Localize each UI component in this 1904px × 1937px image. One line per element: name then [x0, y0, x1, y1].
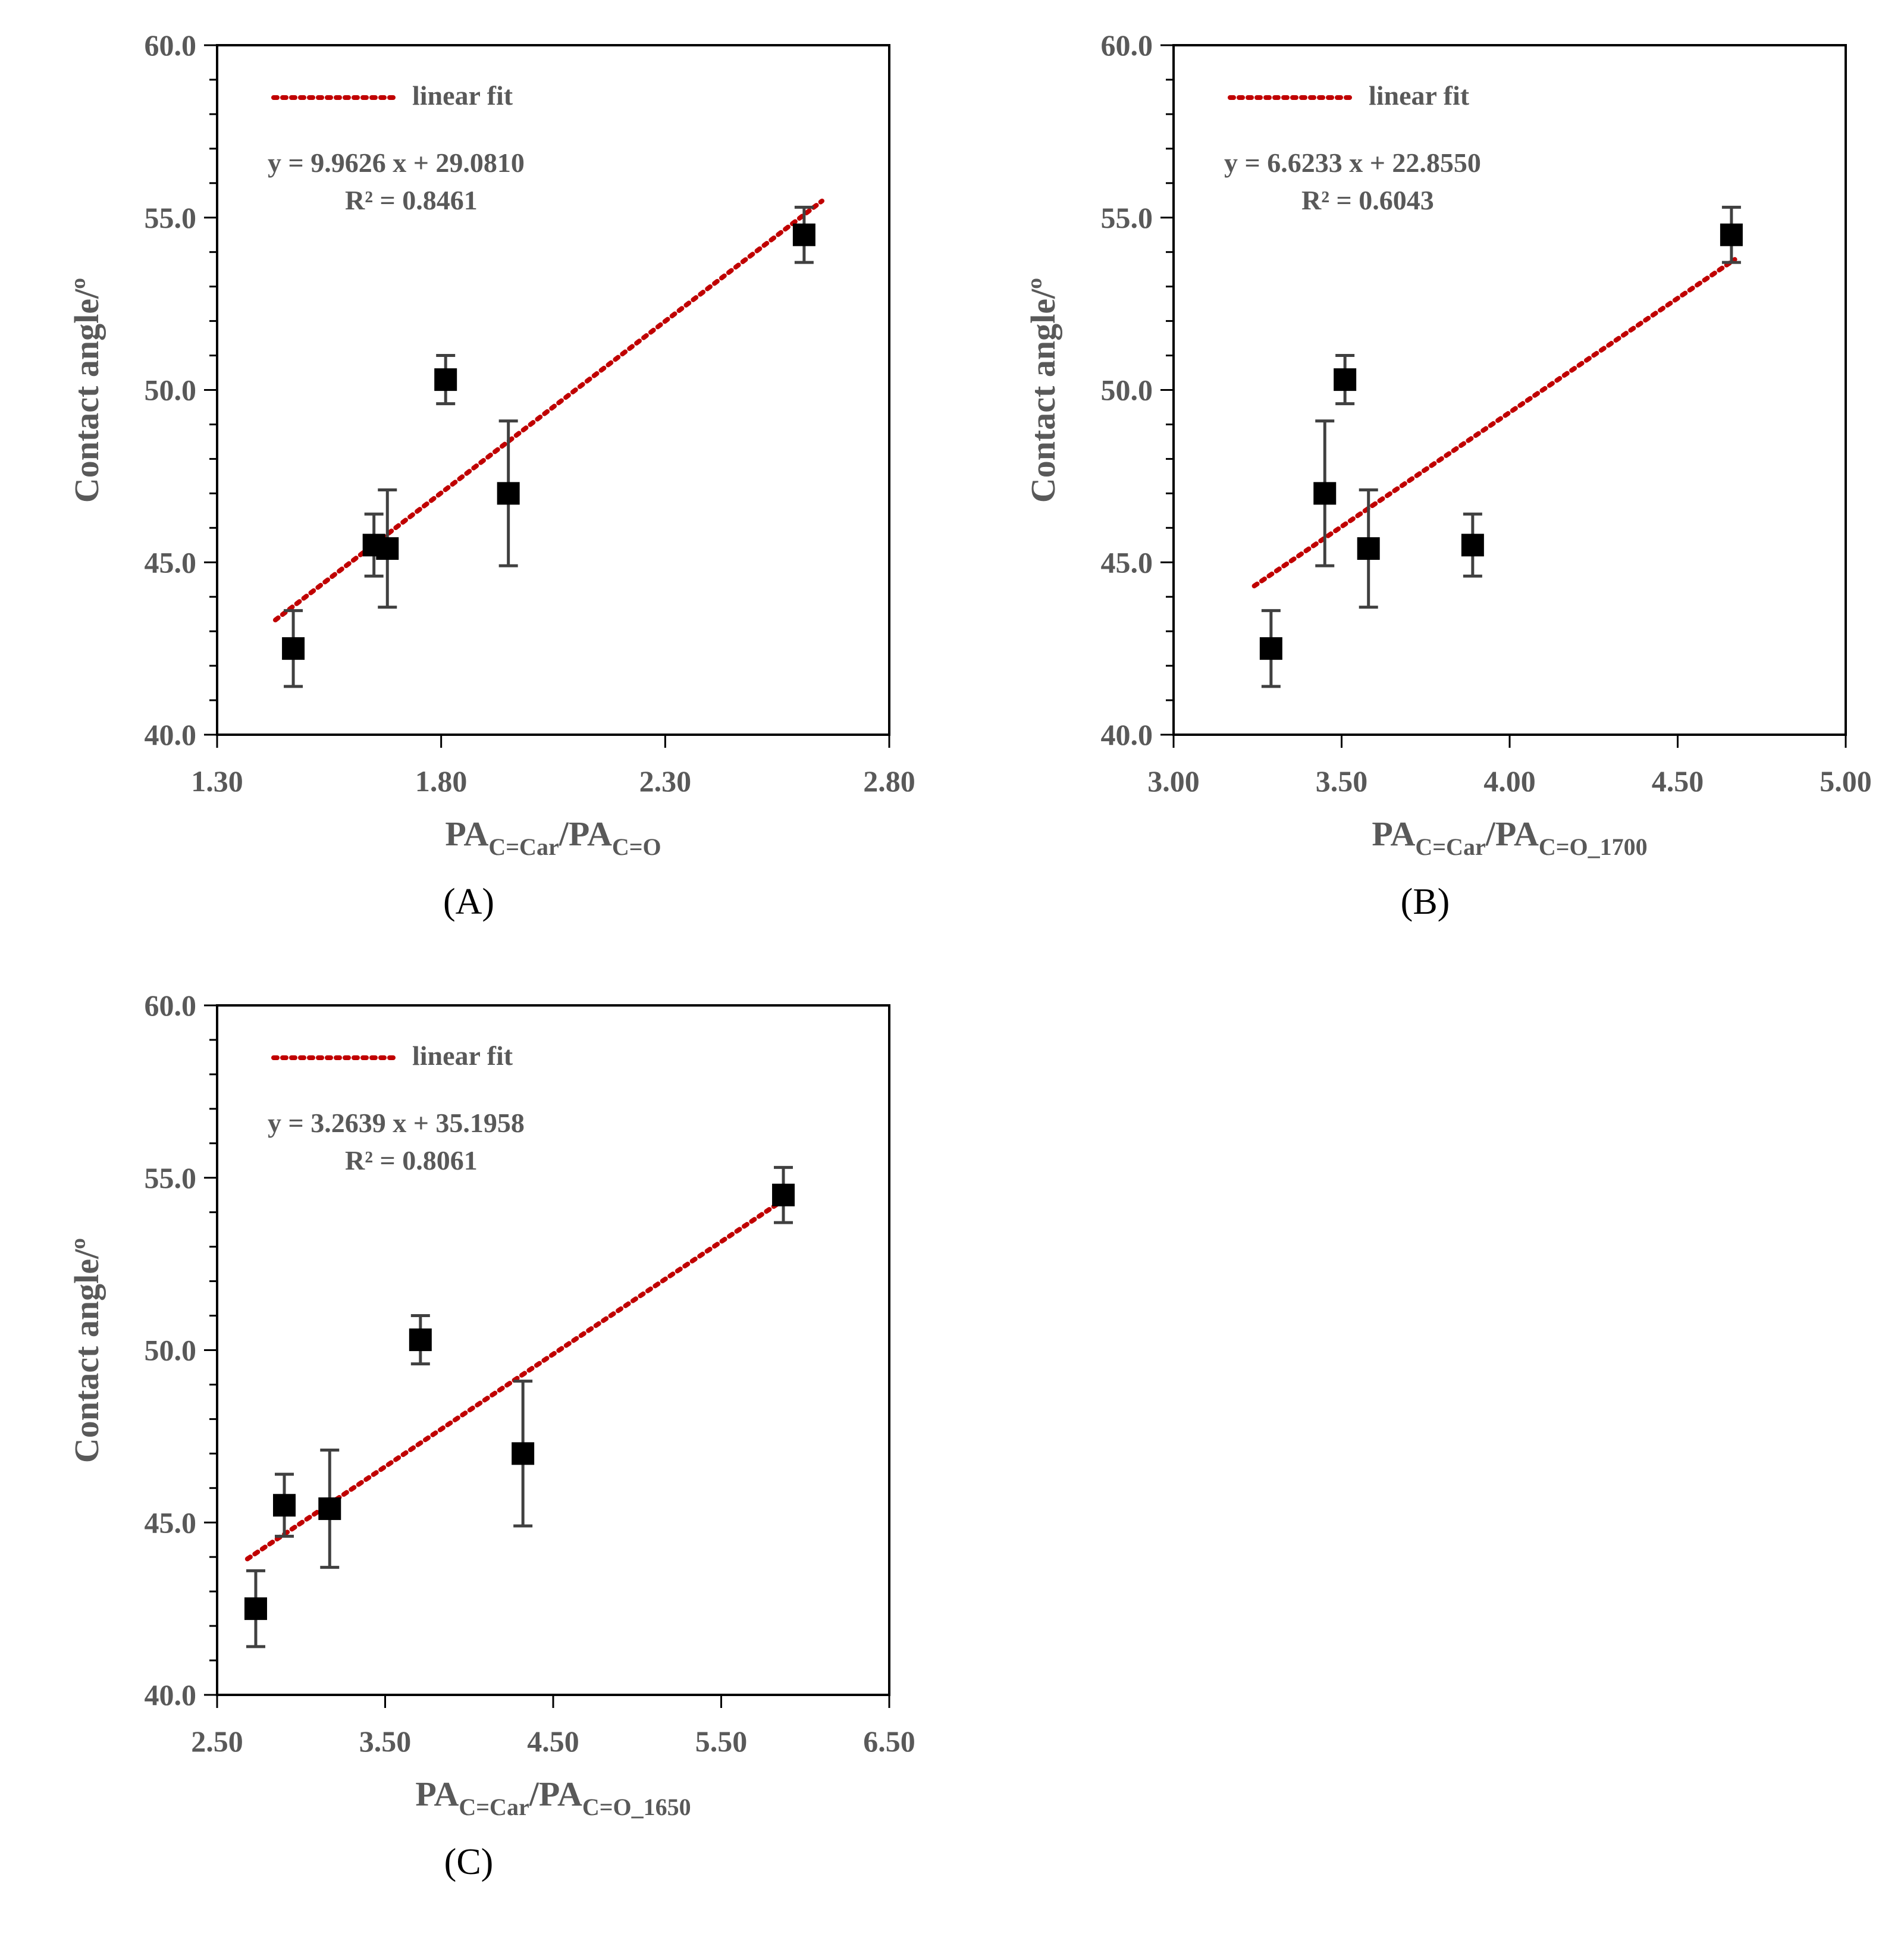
data-point	[772, 1183, 795, 1206]
y-tick-label: 60.0	[145, 29, 197, 62]
y-tick-label: 55.0	[145, 1161, 197, 1195]
fit-r-squared: R² = 0.8461	[345, 185, 478, 215]
data-point	[409, 1328, 432, 1352]
y-axis-title: Contact angle/º	[67, 1238, 106, 1463]
panel-label: (C)	[444, 1842, 494, 1882]
x-tick-label: 2.80	[863, 764, 915, 798]
y-tick-label: 55.0	[145, 201, 197, 234]
plot-area-a: 40.0 45.0 50.0 55.0 60.0 1.30 1.80 2.30 2.80	[145, 29, 915, 798]
chart-panel-a: 40.0 45.0 50.0 55.0 60.0 1.30 1.80 2.30 2.80 lin…	[67, 29, 915, 922]
fit-line	[272, 198, 824, 623]
x-axis-title-sub2: C=O_1650	[582, 1794, 691, 1820]
x-axis-title-sub2: C=O	[612, 833, 661, 860]
x-axis-title: PAC=Car/PAC=O_1700	[1372, 814, 1647, 860]
fit-r-squared: R² = 0.8061	[345, 1145, 478, 1176]
data-point	[1313, 482, 1337, 505]
panel-label: (B)	[1401, 882, 1450, 922]
x-axis-title-sub2: C=O_1700	[1539, 833, 1648, 860]
x-axis-title-sep: /PA	[529, 1775, 582, 1813]
y-axis-title: Contact angle/º	[67, 278, 106, 503]
data-point	[282, 637, 305, 660]
y-tick-label: 50.0	[145, 374, 197, 407]
plot-area-c: 40.0 45.0 50.0 55.0 60.0 2.50 3.50 4.50 5.50 6.50	[145, 989, 915, 1758]
data-point	[792, 223, 815, 246]
x-axis-title-main: PA	[1372, 814, 1415, 853]
data-point	[512, 1442, 535, 1465]
x-tick-label: 3.00	[1147, 764, 1200, 798]
legend-label: linear fit	[1369, 80, 1470, 111]
y-tick-label: 60.0	[1101, 29, 1153, 62]
y-tick-label: 40.0	[145, 718, 197, 751]
panel-label: (A)	[443, 882, 494, 922]
x-tick-label: 4.50	[1652, 764, 1704, 798]
data-point	[1357, 537, 1380, 560]
fit-equation: y = 6.6233 x + 22.8550	[1224, 148, 1481, 178]
x-axis-title-main: PA	[415, 1775, 459, 1813]
legend-label: linear fit	[412, 1040, 513, 1071]
data-point	[1259, 637, 1282, 660]
y-tick-label: 45.0	[145, 546, 197, 579]
x-tick-label: 3.50	[1316, 764, 1368, 798]
data-point	[497, 482, 520, 505]
y-axis-title: Contact angle/º	[1024, 278, 1062, 503]
x-tick-label: 3.50	[359, 1725, 412, 1758]
fit-line	[1251, 257, 1737, 588]
chart-panel-c: 40.0 45.0 50.0 55.0 60.0 2.50 3.50 4.50 5.50 6.50…	[67, 989, 915, 1882]
data-point	[273, 1494, 296, 1517]
data-point	[318, 1497, 341, 1521]
y-tick-label: 40.0	[145, 1678, 197, 1712]
data-point	[1334, 368, 1357, 391]
data-point	[1461, 534, 1484, 557]
x-axis-title: PAC=Car/PAC=O	[445, 814, 661, 860]
y-tick-label: 45.0	[145, 1506, 197, 1539]
x-axis-title-main: PA	[445, 814, 488, 853]
x-tick-label: 4.00	[1483, 764, 1536, 798]
y-tick-label: 55.0	[1101, 201, 1153, 234]
fit-equation: y = 3.2639 x + 35.1958	[268, 1108, 525, 1138]
x-tick-label: 5.50	[695, 1725, 748, 1758]
x-tick-label: 2.30	[639, 764, 692, 798]
data-point	[1720, 223, 1743, 246]
y-tick-label: 40.0	[1101, 718, 1153, 751]
legend-label: linear fit	[412, 80, 513, 111]
x-tick-label: 1.80	[415, 764, 468, 798]
x-axis-title-sep: /PA	[1485, 814, 1539, 853]
fit-equation: y = 9.9626 x + 29.0810	[268, 148, 525, 178]
y-tick-label: 50.0	[145, 1334, 197, 1367]
data-point	[244, 1597, 267, 1621]
x-tick-label: 4.50	[527, 1725, 579, 1758]
x-axis-title-sub1: C=Car	[488, 833, 559, 860]
y-tick-label: 60.0	[145, 989, 197, 1022]
x-axis-title-sub1: C=Car	[459, 1794, 529, 1820]
x-tick-label: 6.50	[863, 1725, 915, 1758]
data-point	[434, 368, 457, 391]
x-axis-title-sep: /PA	[559, 814, 612, 853]
x-axis-title: PAC=Car/PAC=O_1650	[415, 1775, 691, 1820]
x-tick-label: 2.50	[191, 1725, 243, 1758]
x-axis-title-sub1: C=Car	[1415, 833, 1485, 860]
plot-area-b: 40.0 45.0 50.0 55.0 60.0 3.00 3.50 4.00 4.50 5.00	[1101, 29, 1872, 798]
x-tick-label: 5.00	[1820, 764, 1872, 798]
fit-r-squared: R² = 0.6043	[1301, 185, 1434, 215]
data-point	[376, 537, 399, 560]
y-tick-label: 45.0	[1101, 546, 1153, 579]
chart-panel-b: 40.0 45.0 50.0 55.0 60.0 3.00 3.50 4.00 4.50 5.00…	[1024, 29, 1872, 922]
y-tick-label: 50.0	[1101, 374, 1153, 407]
x-tick-label: 1.30	[191, 764, 243, 798]
